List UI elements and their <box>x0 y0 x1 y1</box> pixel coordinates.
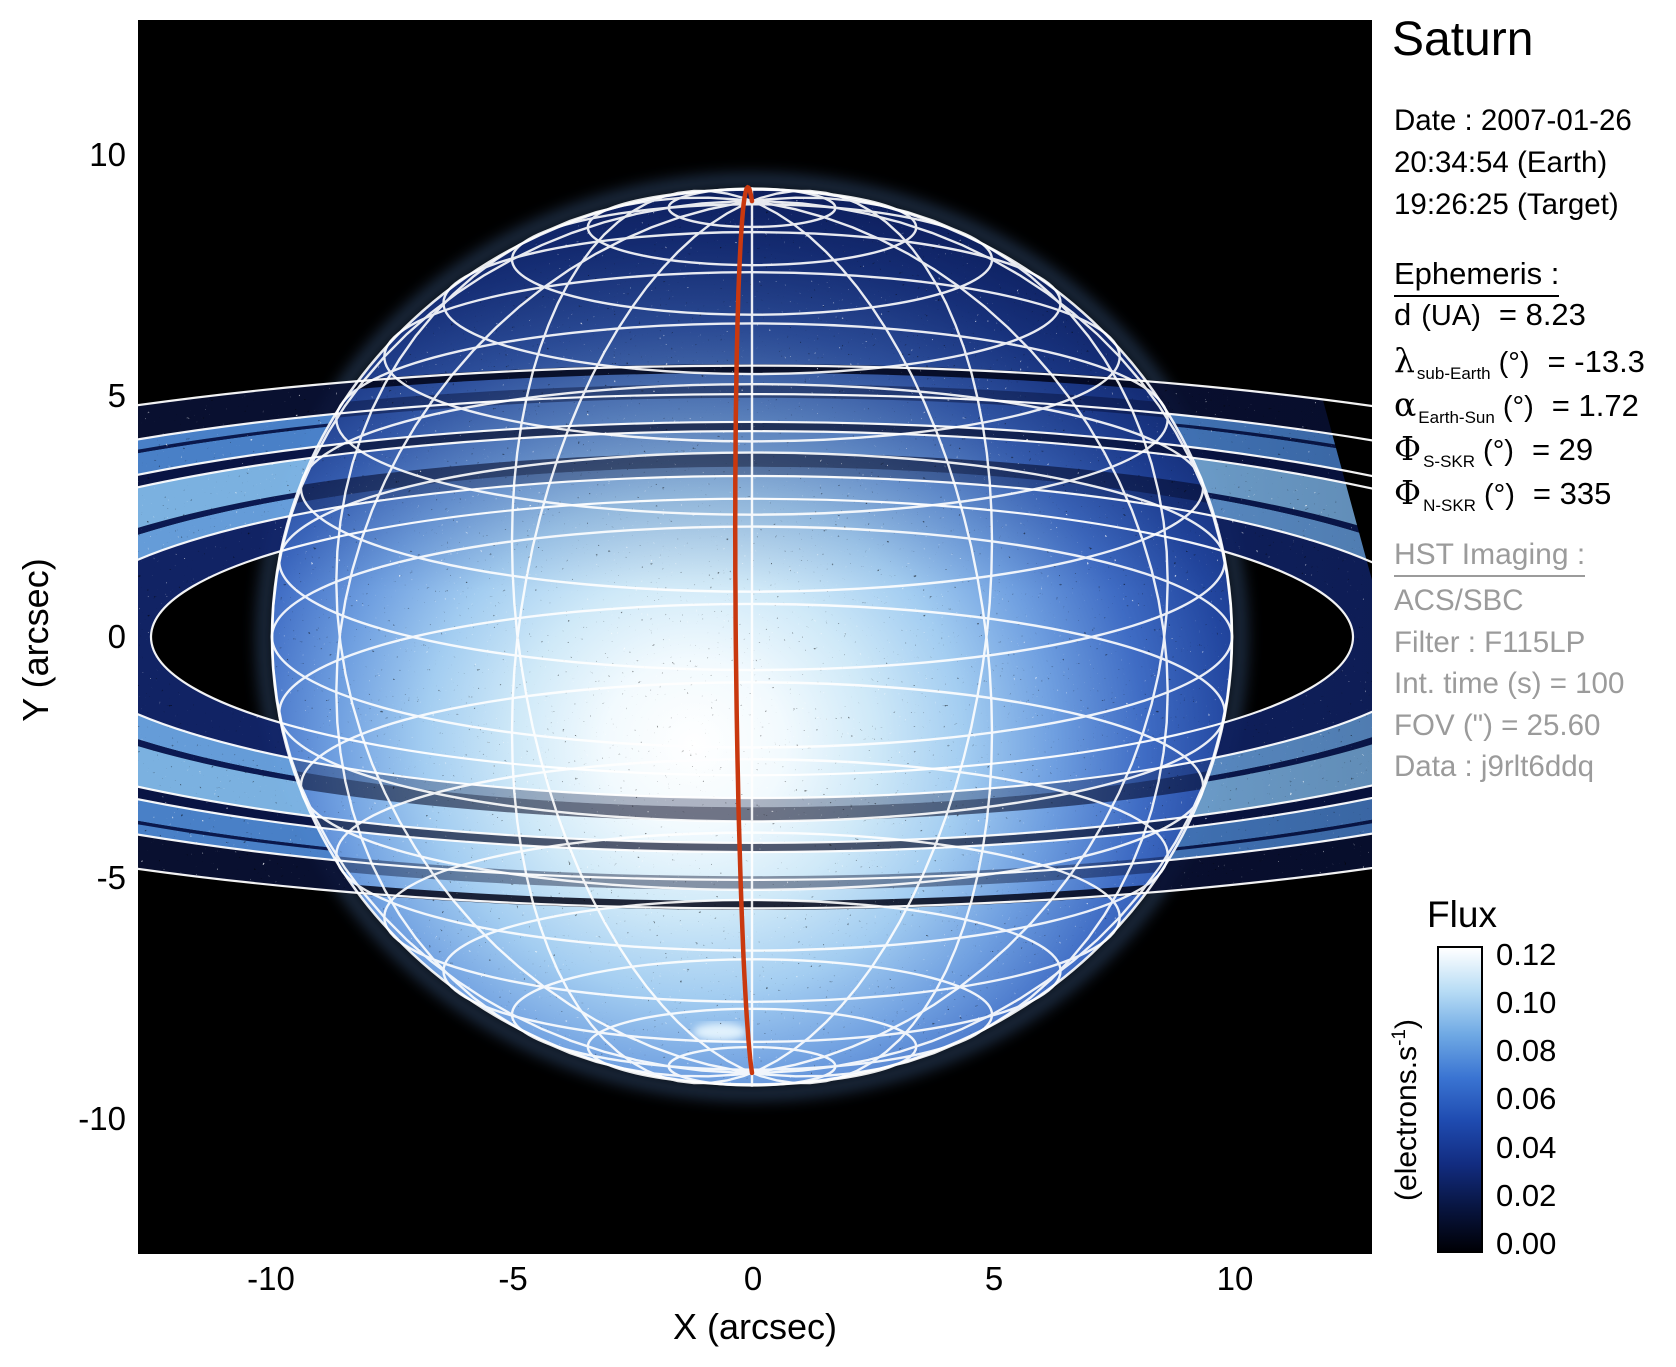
ephemeris-unit: (°) <box>1502 391 1534 423</box>
ephemeris-subscript: N-SKR <box>1423 496 1476 515</box>
colorbar-tick: 0.06 <box>1496 1081 1557 1117</box>
ephemeris-value: = 8.23 <box>1498 297 1586 332</box>
ephemeris-value: = 1.72 <box>1551 388 1639 423</box>
hst-filter: Filter : F115LP <box>1394 625 1586 659</box>
colorbar-unit-exponent: -1 <box>1389 1029 1410 1046</box>
ephemeris-symbol: α <box>1394 385 1417 424</box>
colorbar-tick: 0.08 <box>1496 1033 1557 1069</box>
saturn-hst-image <box>138 20 1372 1254</box>
hst-int-time: Int. time (s) = 100 <box>1394 667 1625 700</box>
ephemeris-value: = 335 <box>1532 476 1612 511</box>
x-tick-5: 5 <box>984 1260 1004 1297</box>
ephemeris-symbol: Φ <box>1394 473 1422 512</box>
ephemeris-row-n-skr-phase: Φ N-SKR (°) = 335 <box>1394 473 1664 517</box>
x-tick-minus10: -10 <box>247 1260 295 1297</box>
observation-date: Date : 2007-01-26 <box>1394 104 1632 137</box>
hst-fov: FOV (") = 25.60 <box>1394 708 1601 742</box>
ephemeris-symbol: Φ <box>1394 429 1422 468</box>
observation-datetime: Date : 2007-01-26 20:34:54 (Earth) 19:26… <box>1394 100 1632 226</box>
ephemeris-subscript: sub-Earth <box>1416 364 1491 383</box>
hst-imaging-info: ACS/SBC Filter : F115LP Int. time (s) = … <box>1394 580 1624 788</box>
colorbar-tick: 0.10 <box>1496 985 1557 1021</box>
y-tick-5: 5 <box>107 377 126 414</box>
saturn-image-plot <box>138 20 1372 1254</box>
colorbar-tick-labels: 0.12 0.10 0.08 0.06 0.04 0.02 0.00 <box>1496 937 1556 1262</box>
ephemeris-unit: (°) <box>1483 479 1515 511</box>
hst-imaging-heading: HST Imaging : <box>1394 538 1586 577</box>
colorbar-unit-prefix: (electrons.s <box>1390 1045 1423 1201</box>
observation-time-target: 19:26:25 (Target) <box>1394 188 1619 221</box>
ephemeris-unit: (°) <box>1498 347 1530 379</box>
colorbar-tick: 0.00 <box>1496 1225 1557 1261</box>
ephemeris-subscript: Earth-Sun <box>1418 408 1495 427</box>
flux-colorbar <box>1437 946 1483 1253</box>
observation-time-earth: 20:34:54 (Earth) <box>1394 146 1608 179</box>
ephemeris-row-phase-angle: α Earth-Sun (°) = 1.72 <box>1394 385 1664 429</box>
ephemeris-row-subearth-latitude: λ sub-Earth (°) = -13.3 <box>1394 341 1664 385</box>
ephemeris-row-s-skr-phase: Φ S-SKR (°) = 29 <box>1394 429 1664 473</box>
ephemeris-subscript: S-SKR <box>1423 452 1476 471</box>
y-tick-10: 10 <box>89 136 126 173</box>
ephemeris-symbol: λ <box>1394 341 1415 380</box>
y-tick-minus10: -10 <box>78 1100 126 1137</box>
x-axis-label: X (arcsec) <box>672 1306 838 1347</box>
x-tick-minus5: -5 <box>498 1260 528 1297</box>
hst-instrument: ACS/SBC <box>1394 584 1524 617</box>
page-title: Saturn <box>1392 13 1534 66</box>
ephemeris-symbol: d <box>1394 297 1412 332</box>
ephemeris-value: = -13.3 <box>1547 344 1645 379</box>
y-tick-minus5: -5 <box>96 859 126 896</box>
y-axis-label: Y (arcsec) <box>15 558 56 722</box>
colorbar-title: Flux <box>1427 894 1497 935</box>
y-tick-0: 0 <box>107 618 126 655</box>
ephemeris-unit: (°) <box>1483 435 1514 467</box>
ephemeris-value: = 29 <box>1531 432 1594 467</box>
ephemeris-unit: (UA) <box>1421 300 1481 332</box>
x-tick-0: 0 <box>743 1260 763 1297</box>
colorbar-tick: 0.04 <box>1496 1129 1557 1165</box>
x-tick-10: 10 <box>1216 1260 1254 1297</box>
colorbar-tick: 0.02 <box>1496 1177 1557 1213</box>
hst-data-id: Data : j9rlt6ddq <box>1394 750 1595 783</box>
ephemeris-heading: Ephemeris : <box>1394 256 1560 297</box>
colorbar-unit-suffix: ) <box>1390 1019 1423 1030</box>
ephemeris-row-distance: d (UA) = 8.23 <box>1394 297 1664 341</box>
ephemeris-table: d (UA) = 8.23 λ sub-Earth (°) = -13.3 α … <box>1394 297 1664 517</box>
colorbar-tick: 0.12 <box>1496 937 1557 972</box>
colorbar-unit-label: (electrons.s-1) <box>1389 960 1425 1260</box>
